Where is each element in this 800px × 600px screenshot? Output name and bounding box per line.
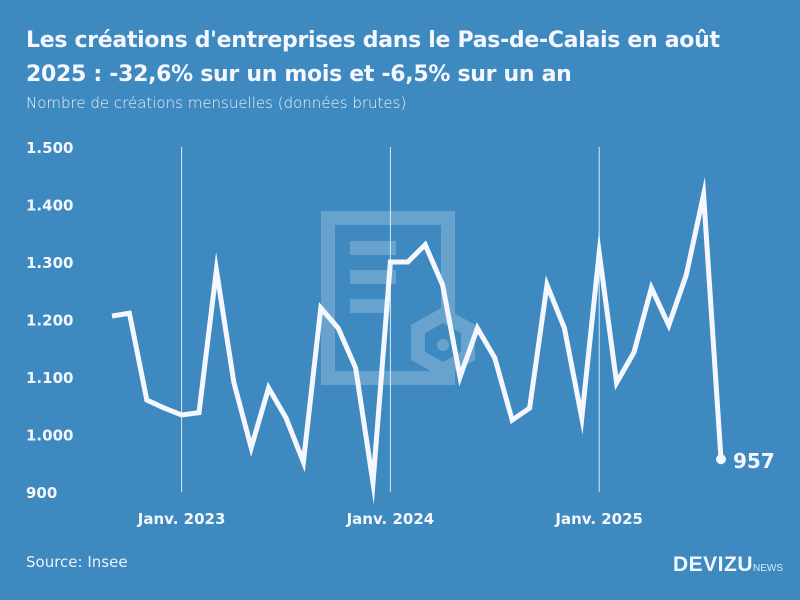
devizu-logo: DEVIZUNEWS — [673, 553, 783, 577]
chart-subtitle: Nombre de créations mensuelles (données … — [26, 94, 407, 112]
watermark-logo — [321, 211, 475, 385]
x-tick-label: Janv. 2023 — [137, 510, 226, 528]
series-line — [111, 176, 724, 505]
source-note: Source: Insee — [26, 553, 128, 571]
y-tick-label: 1.500 — [26, 139, 73, 157]
chart-title: Les créations d'entreprises dans le Pas-… — [26, 28, 720, 87]
y-tick-label: 900 — [26, 484, 57, 502]
logo-main: DEVIZU — [673, 553, 754, 576]
y-tick-label: 1.100 — [26, 369, 73, 387]
data-points — [716, 454, 726, 465]
y-tick-label: 1.200 — [26, 312, 73, 330]
annotations: 957 — [733, 449, 775, 473]
data-point — [716, 454, 726, 465]
y-tick-label: 1.000 — [26, 427, 73, 445]
y-tick-label: 1.300 — [26, 254, 73, 272]
y-tick-label: 1.400 — [26, 197, 73, 215]
x-tick-label: Janv. 2024 — [346, 510, 435, 528]
x-axis: Janv. 2023 Janv. 2024 Janv. 2025 — [137, 510, 643, 528]
x-tick-label: Janv. 2025 — [554, 510, 643, 528]
grid-lines — [181, 147, 600, 492]
logo-suffix: NEWS — [753, 563, 784, 574]
data-label: 957 — [733, 449, 775, 473]
y-axis: 900 1.000 1.100 1.200 1.300 1.400 1.500 — [26, 139, 73, 502]
